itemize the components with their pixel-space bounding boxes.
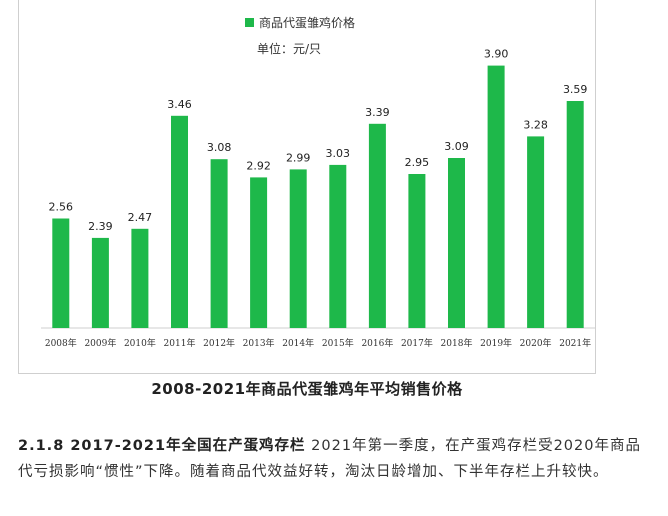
unit-label: 单位：元/只 [257,41,321,56]
x-tick-label-2015年: 2015年 [322,337,354,349]
x-tick-label-2020年: 2020年 [520,337,552,349]
x-tick-label-2017年: 2017年 [401,337,433,349]
bar-2013年 [250,177,268,328]
bar-2019年 [487,65,505,328]
bar-2014年 [289,169,307,328]
chart-caption: 2008-2021年商品代蛋雏鸡年平均销售价格 [151,380,463,398]
x-tick-label-2021年: 2021年 [559,337,591,349]
section-text: 2021年第一季度，在产蛋鸡存栏受2020年商品代亏损影响“惯性”下降。随着商品… [18,438,641,480]
value-label-2016年: 3.39 [365,106,390,119]
bar-2012年 [210,159,228,328]
value-label-2018年: 3.09 [444,140,469,153]
x-tick-label-2014年: 2014年 [282,337,314,349]
x-tick-label-2009年: 2009年 [84,337,116,349]
legend-label: 商品代蛋雏鸡价格 [259,15,355,30]
bar-2011年 [171,115,188,328]
section-paragraph: 2.1.8 2017-2021年全国在产蛋鸡存栏 2021年第一季度，在产蛋鸡存… [18,433,648,485]
x-tick-label-2016年: 2016年 [361,337,393,349]
x-tick-label-2019年: 2019年 [480,337,512,349]
value-label-2017年: 2.95 [405,156,430,169]
value-label-2012年: 3.08 [207,141,232,154]
value-label-2008年: 2.56 [49,201,74,214]
bar-2009年 [91,237,109,328]
bar-2008年 [52,218,70,328]
value-label-2009年: 2.39 [88,220,113,233]
bar-2020年 [527,136,545,328]
bar-chart: 商品代蛋雏鸡价格 单位：元/只 2.56 2.39 2.47 3.46 3.08 2.92… [41,15,595,349]
x-tick-label-2012年: 2012年 [203,337,235,349]
x-tick-label-2013年: 2013年 [243,337,275,349]
x-tick-label-2011年: 2011年 [164,337,196,349]
value-label-2011年: 3.46 [167,98,192,111]
value-label-2013年: 2.92 [246,159,271,172]
bar-2010年 [131,228,149,328]
bar-2015年 [329,164,347,328]
bar-2021年 [566,101,584,328]
bar-2018年 [448,158,465,328]
value-label-2021年: 3.59 [563,83,588,96]
value-label-2010年: 2.47 [128,211,153,224]
x-tick-label-2018年: 2018年 [441,337,473,349]
x-tick-label-2008年: 2008年 [45,337,77,349]
bar-2017年 [408,174,426,328]
value-label-2019年: 3.90 [484,48,509,61]
chart-frame: 商品代蛋雏鸡价格 单位：元/只 2.56 2.39 2.47 3.46 3.08 2.92… [18,0,596,374]
x-tick-label-2010年: 2010年 [124,337,156,349]
section-heading: 2.1.8 2017-2021年全国在产蛋鸡存栏 [18,438,306,454]
legend-swatch [245,18,254,27]
value-label-2014年: 2.99 [286,151,311,164]
value-label-2020年: 3.28 [523,118,548,131]
bar-2016年 [368,123,386,328]
value-label-2015年: 3.03 [326,147,351,160]
